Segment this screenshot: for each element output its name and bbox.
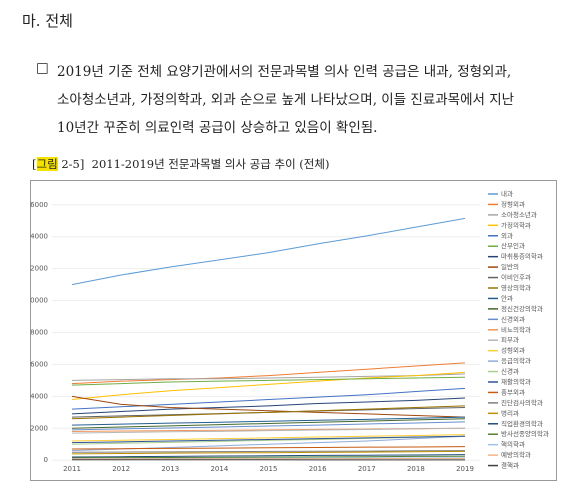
series-line xyxy=(71,397,466,415)
y-tick-label: 4000 xyxy=(30,392,48,400)
series-line xyxy=(71,376,466,386)
series-line xyxy=(71,416,466,426)
legend-label: 가정의학과 xyxy=(501,220,531,229)
legend-label: 응급의학과 xyxy=(501,356,531,365)
legend-label: 마취통증의학과 xyxy=(501,252,543,261)
series-line xyxy=(71,455,466,459)
legend-label: 결핵과 xyxy=(501,461,519,470)
legend-label: 직업환경의학과 xyxy=(501,419,543,428)
series-line xyxy=(71,450,466,455)
legend-label: 산부인과 xyxy=(501,241,525,250)
series-line xyxy=(71,362,466,385)
paragraph-line: 10년간 꾸준히 의료인력 공급이 상승하고 있음이 확인됨. xyxy=(57,120,378,136)
series-line xyxy=(71,421,466,431)
y-tick-label: 12000 xyxy=(30,265,48,273)
x-tick-label: 2015 xyxy=(260,465,278,473)
x-tick-label: 2019 xyxy=(456,465,474,473)
legend-label: 이비인후과 xyxy=(501,273,531,282)
x-tick-label: 2013 xyxy=(161,465,179,473)
legend-label: 흉부외과 xyxy=(501,387,525,396)
x-tick-label: 2011 xyxy=(63,465,81,473)
y-tick-label: 16000 xyxy=(30,201,48,209)
heading: 마. 전체 xyxy=(22,12,73,30)
legend-label: 안과 xyxy=(501,293,513,302)
legend-label: 재활의학과 xyxy=(501,377,531,386)
series-line xyxy=(71,405,466,420)
legend-label: 정신건강의학과 xyxy=(501,304,543,313)
x-tick-label: 2017 xyxy=(358,465,376,473)
legend-label: 병리과 xyxy=(501,408,519,417)
legend-label: 신경과 xyxy=(501,367,519,376)
series-line xyxy=(71,395,466,418)
series-line xyxy=(71,446,466,450)
series-line xyxy=(71,387,466,410)
series-line xyxy=(71,435,466,444)
paragraph-line: 소아청소년과, 가정의학과, 외과 순으로 높게 나타났으며, 이들 진료과목에… xyxy=(57,92,515,108)
legend-label: 소아청소년과 xyxy=(501,210,537,219)
legend-label: 내과 xyxy=(501,189,513,198)
caption-open: [ xyxy=(32,157,37,171)
y-tick-label: 0 xyxy=(44,456,48,464)
legend-label: 외과 xyxy=(501,231,513,240)
legend-label: 영상의학과 xyxy=(501,283,531,292)
series-line xyxy=(71,418,466,429)
x-tick-label: 2018 xyxy=(407,465,425,473)
caption-number: 2-5] xyxy=(57,157,85,171)
y-tick-label: 10000 xyxy=(30,297,48,305)
series-line xyxy=(71,434,466,442)
y-tick-label: 8000 xyxy=(30,328,48,336)
y-tick-label: 6000 xyxy=(30,360,48,368)
series-line xyxy=(71,454,466,458)
x-tick-label: 2016 xyxy=(309,465,327,473)
legend-label: 예방의학과 xyxy=(501,450,531,459)
x-tick-label: 2014 xyxy=(210,465,228,473)
paragraph-line: 2019년 기준 전체 요양기관에서의 전문과목별 의사 인력 공급은 내과, … xyxy=(57,64,512,80)
legend-label: 성형외과 xyxy=(501,346,525,355)
legend-label: 피부과 xyxy=(501,335,519,344)
x-tick-label: 2012 xyxy=(112,465,130,473)
series-line xyxy=(71,371,466,401)
caption-label: 그림 xyxy=(36,157,58,171)
y-tick-label: 2000 xyxy=(30,424,48,432)
chart: 0 2000 4000 6000 8000 10000 12000 14000 16000 201… xyxy=(30,180,557,481)
legend-label: 일반의 xyxy=(501,262,519,271)
legend-label: 방사선종양의학과 xyxy=(501,429,549,438)
series-line xyxy=(71,217,466,286)
series-line xyxy=(71,373,466,381)
y-tick-label: 14000 xyxy=(30,233,48,241)
legend-label: 신경외과 xyxy=(501,314,525,323)
caption-text: 2011-2019년 전문과목별 의사 공급 추이 (전체) xyxy=(91,157,330,171)
legend-label: 진단검사의학과 xyxy=(501,398,543,407)
series-line xyxy=(71,450,466,453)
bullet: □ xyxy=(36,60,49,76)
figure-caption: [그림 2-5] 2011-2019년 전문과목별 의사 공급 추이 (전체) xyxy=(32,156,329,172)
chart-frame xyxy=(30,180,557,481)
legend-label: 비뇨의학과 xyxy=(501,325,531,334)
legend-label: 핵의학과 xyxy=(501,440,525,449)
legend-label: 정형외과 xyxy=(501,199,525,208)
series-line xyxy=(71,427,466,434)
